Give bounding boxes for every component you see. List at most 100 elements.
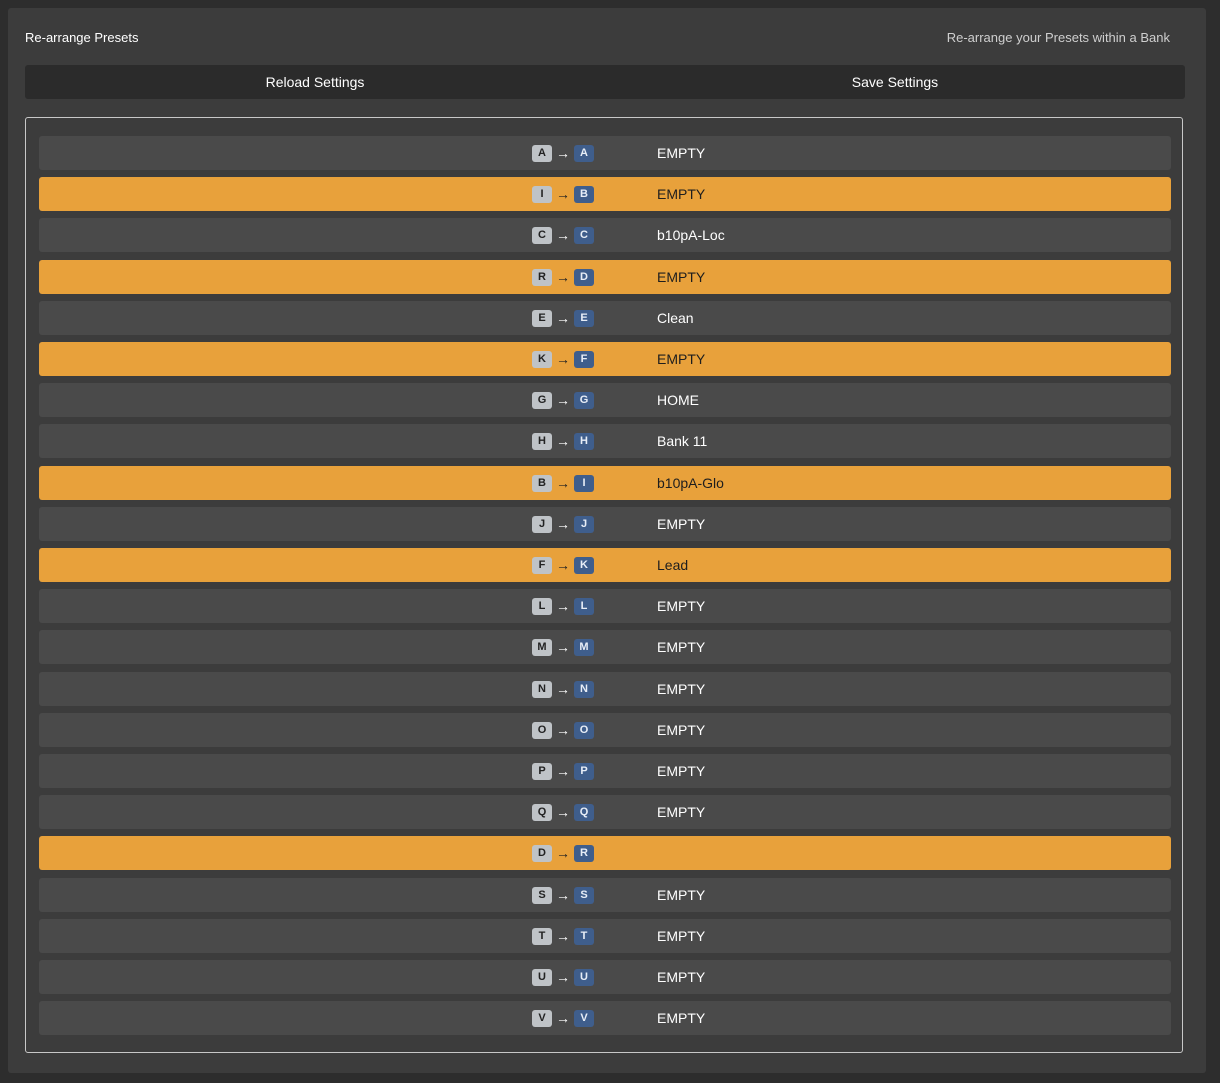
source-slot-badge: E	[532, 309, 552, 327]
preset-row[interactable]: L → L EMPTY	[39, 589, 1171, 623]
target-slot-badge: J	[574, 515, 594, 533]
arrow-right-icon: →	[556, 680, 570, 697]
rearrange-presets-panel: Re-arrange Presets Re-arrange your Prese…	[8, 8, 1206, 1073]
arrow-right-icon: →	[556, 597, 570, 614]
slot-mapping: F → K	[39, 548, 594, 582]
target-slot-badge: I	[574, 474, 594, 492]
target-slot-badge: Q	[574, 803, 594, 821]
preset-name: Clean	[657, 310, 694, 326]
source-slot-badge: Q	[532, 803, 552, 821]
source-slot-badge: R	[532, 268, 552, 286]
preset-row[interactable]: V → V EMPTY	[39, 1001, 1171, 1035]
source-slot-badge: H	[532, 432, 552, 450]
target-slot-badge: C	[574, 226, 594, 244]
preset-name: EMPTY	[657, 598, 706, 614]
arrow-right-icon: →	[556, 268, 570, 285]
source-slot-badge: D	[532, 844, 552, 862]
target-slot-badge: R	[574, 844, 594, 862]
preset-row[interactable]: M → M EMPTY	[39, 630, 1171, 664]
preset-row[interactable]: T → T EMPTY	[39, 919, 1171, 953]
target-slot-badge: H	[574, 432, 594, 450]
source-slot-badge: J	[532, 515, 552, 533]
target-slot-badge: S	[574, 886, 594, 904]
slot-mapping: B → I	[39, 466, 594, 500]
preset-row[interactable]: N → N EMPTY	[39, 672, 1171, 706]
arrow-right-icon: →	[556, 803, 570, 820]
preset-row[interactable]: R → D EMPTY	[39, 260, 1171, 294]
preset-row[interactable]: E → E Clean	[39, 301, 1171, 335]
slot-mapping: G → G	[39, 383, 594, 417]
preset-row[interactable]: S → S EMPTY	[39, 878, 1171, 912]
slot-mapping: U → U	[39, 960, 594, 994]
arrow-right-icon: →	[556, 968, 570, 985]
preset-name: EMPTY	[657, 516, 706, 532]
slot-mapping: D → R	[39, 836, 594, 870]
target-slot-badge: T	[574, 927, 594, 945]
preset-name: EMPTY	[657, 639, 706, 655]
save-settings-button[interactable]: Save Settings	[851, 74, 939, 90]
source-slot-badge: V	[532, 1009, 552, 1027]
preset-row[interactable]: F → K Lead	[39, 548, 1171, 582]
arrow-right-icon: →	[556, 886, 570, 903]
slot-mapping: J → J	[39, 507, 594, 541]
preset-name: EMPTY	[657, 145, 706, 161]
arrow-right-icon: →	[556, 844, 570, 861]
preset-name: Lead	[657, 557, 689, 573]
preset-name: EMPTY	[657, 351, 706, 367]
preset-row[interactable]: P → P EMPTY	[39, 754, 1171, 788]
preset-row[interactable]: D → R	[39, 836, 1171, 870]
settings-toolbar: Reload Settings Save Settings	[25, 65, 1185, 99]
arrow-right-icon: →	[556, 226, 570, 243]
slot-mapping: T → T	[39, 919, 594, 953]
target-slot-badge: N	[574, 680, 594, 698]
source-slot-badge: O	[532, 721, 552, 739]
source-slot-badge: B	[532, 474, 552, 492]
arrow-right-icon: →	[556, 1009, 570, 1026]
preset-name: EMPTY	[657, 186, 706, 202]
arrow-right-icon: →	[556, 391, 570, 408]
slot-mapping: O → O	[39, 713, 594, 747]
slot-mapping: L → L	[39, 589, 594, 623]
target-slot-badge: E	[574, 309, 594, 327]
preset-name: EMPTY	[657, 887, 706, 903]
preset-name: EMPTY	[657, 763, 706, 779]
preset-row[interactable]: O → O EMPTY	[39, 713, 1171, 747]
preset-row[interactable]: H → H Bank 11	[39, 424, 1171, 458]
preset-name: HOME	[657, 392, 699, 408]
target-slot-badge: G	[574, 391, 594, 409]
slot-mapping: E → E	[39, 301, 594, 335]
source-slot-badge: M	[532, 638, 552, 656]
target-slot-badge: A	[574, 144, 594, 162]
arrow-right-icon: →	[556, 721, 570, 738]
slot-mapping: Q → Q	[39, 795, 594, 829]
preset-row[interactable]: G → G HOME	[39, 383, 1171, 417]
slot-mapping: P → P	[39, 754, 594, 788]
preset-name: EMPTY	[657, 928, 706, 944]
preset-row[interactable]: J → J EMPTY	[39, 507, 1171, 541]
preset-row[interactable]: K → F EMPTY	[39, 342, 1171, 376]
arrow-right-icon: →	[556, 144, 570, 161]
page-title: Re-arrange Presets	[25, 30, 139, 45]
preset-row[interactable]: Q → Q EMPTY	[39, 795, 1171, 829]
preset-row[interactable]: I → B EMPTY	[39, 177, 1171, 211]
source-slot-badge: U	[532, 968, 552, 986]
source-slot-badge: L	[532, 597, 552, 615]
target-slot-badge: D	[574, 268, 594, 286]
source-slot-badge: S	[532, 886, 552, 904]
page-subtitle: Re-arrange your Presets within a Bank	[946, 30, 1170, 45]
reload-settings-button[interactable]: Reload Settings	[265, 74, 365, 90]
source-slot-badge: G	[532, 391, 552, 409]
arrow-right-icon: →	[556, 432, 570, 449]
arrow-right-icon: →	[556, 638, 570, 655]
slot-mapping: S → S	[39, 878, 594, 912]
slot-mapping: R → D	[39, 260, 594, 294]
preset-name: EMPTY	[657, 804, 706, 820]
preset-name: EMPTY	[657, 722, 706, 738]
preset-row[interactable]: A → A EMPTY	[39, 136, 1171, 170]
preset-row[interactable]: U → U EMPTY	[39, 960, 1171, 994]
source-slot-badge: K	[532, 350, 552, 368]
target-slot-badge: O	[574, 721, 594, 739]
